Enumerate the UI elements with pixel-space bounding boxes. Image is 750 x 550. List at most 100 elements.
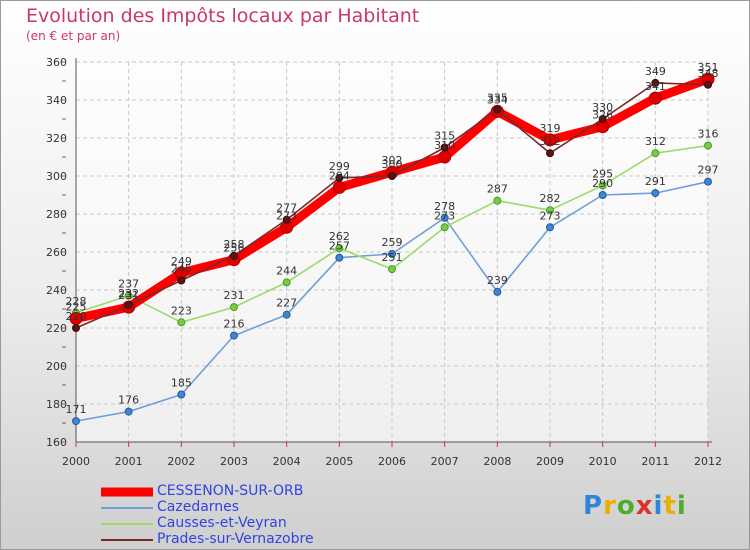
data-label: 251 bbox=[382, 251, 403, 264]
data-point bbox=[388, 249, 396, 258]
data-point bbox=[335, 173, 344, 182]
data-label: 299 bbox=[329, 160, 350, 173]
data-label: 312 bbox=[540, 135, 561, 148]
chart-subtitle: (en € et par an) bbox=[26, 29, 121, 43]
data-point bbox=[388, 265, 396, 274]
data-label: 258 bbox=[224, 238, 245, 251]
y-tick-label: 340 bbox=[46, 94, 67, 107]
data-point bbox=[651, 78, 660, 87]
data-label: 273 bbox=[434, 209, 455, 222]
y-tick-label: 220 bbox=[46, 322, 67, 335]
data-point bbox=[440, 143, 449, 152]
data-label: 185 bbox=[171, 377, 192, 390]
chart-title: Evolution des Impôts locaux par Habitant bbox=[26, 5, 420, 27]
x-tick-label: 2007 bbox=[431, 455, 459, 468]
x-tick-label: 2004 bbox=[273, 455, 301, 468]
data-point bbox=[177, 318, 186, 327]
legend-swatch bbox=[101, 507, 153, 509]
data-label: 348 bbox=[698, 67, 719, 80]
data-label: 220 bbox=[66, 310, 87, 323]
data-label: 351 bbox=[698, 61, 719, 74]
data-point bbox=[124, 291, 133, 300]
x-tick-label: 2005 bbox=[325, 455, 353, 468]
legend-swatch bbox=[101, 523, 153, 525]
data-point bbox=[72, 324, 80, 332]
data-label: 232 bbox=[118, 287, 139, 300]
legend-label: Cazedarnes bbox=[157, 499, 240, 515]
data-label: 294 bbox=[329, 169, 350, 182]
y-tick-label: 180 bbox=[46, 398, 67, 411]
data-point bbox=[124, 301, 133, 310]
data-label: 231 bbox=[118, 289, 139, 302]
data-label: 273 bbox=[276, 209, 297, 222]
data-point bbox=[438, 150, 452, 164]
data-point bbox=[493, 196, 502, 205]
data-label: 334 bbox=[487, 93, 508, 106]
x-tick-label: 2012 bbox=[694, 455, 722, 468]
data-point bbox=[230, 251, 238, 260]
data-point bbox=[543, 133, 557, 147]
data-label: 330 bbox=[592, 101, 613, 114]
data-label: 278 bbox=[434, 200, 455, 213]
data-label: 216 bbox=[224, 318, 245, 331]
data-label: 256 bbox=[224, 242, 245, 255]
x-tick-label: 2001 bbox=[115, 455, 143, 468]
data-label: 277 bbox=[276, 202, 297, 215]
data-point bbox=[440, 213, 449, 222]
y-tick-label: 360 bbox=[46, 56, 67, 69]
y-tick-label: 320 bbox=[46, 132, 67, 145]
y-tick-label: 280 bbox=[46, 208, 67, 221]
x-tick-label: 2000 bbox=[62, 455, 90, 468]
data-label: 171 bbox=[66, 403, 87, 416]
data-label: 225 bbox=[66, 301, 87, 314]
x-tick-label: 2002 bbox=[167, 455, 195, 468]
data-label: 326 bbox=[592, 109, 613, 122]
data-label: 319 bbox=[540, 122, 561, 135]
data-label: 300 bbox=[382, 158, 403, 171]
y-tick-label: 240 bbox=[46, 284, 67, 297]
x-tick-label: 2006 bbox=[378, 455, 406, 468]
data-point bbox=[335, 253, 344, 262]
data-point bbox=[546, 223, 554, 232]
data-label: 244 bbox=[276, 264, 297, 277]
data-point bbox=[332, 180, 346, 194]
data-point bbox=[282, 310, 291, 319]
x-tick-label: 2003 bbox=[220, 455, 248, 468]
data-label: 231 bbox=[224, 289, 245, 302]
data-label: 291 bbox=[645, 175, 666, 188]
y-tick-label: 260 bbox=[46, 246, 67, 259]
data-label: 282 bbox=[540, 192, 561, 205]
data-label: 312 bbox=[645, 135, 666, 148]
data-point bbox=[124, 407, 133, 416]
data-label: 341 bbox=[645, 80, 666, 93]
x-tick-label: 2009 bbox=[536, 455, 564, 468]
data-label: 290 bbox=[592, 177, 613, 190]
legend-label: CESSENON-SUR-ORB bbox=[157, 483, 304, 499]
y-tick-label: 200 bbox=[46, 360, 67, 373]
proxiti-logo: Proxiti bbox=[583, 491, 687, 521]
data-label: 297 bbox=[698, 164, 719, 177]
data-point bbox=[282, 215, 291, 224]
data-point bbox=[546, 149, 554, 158]
data-label: 227 bbox=[276, 297, 297, 310]
data-point bbox=[230, 331, 238, 340]
data-label: 245 bbox=[171, 263, 192, 276]
data-point bbox=[177, 276, 186, 285]
data-point bbox=[493, 105, 502, 114]
data-point bbox=[598, 181, 607, 190]
data-point bbox=[230, 303, 238, 312]
data-point bbox=[598, 115, 607, 123]
data-point bbox=[388, 172, 396, 180]
data-point bbox=[651, 149, 660, 158]
x-tick-label: 2011 bbox=[641, 455, 669, 468]
data-label: 295 bbox=[592, 168, 613, 181]
data-label: 262 bbox=[329, 230, 350, 243]
legend-swatch bbox=[101, 487, 153, 497]
data-point bbox=[651, 189, 660, 198]
data-point bbox=[648, 91, 662, 105]
data-label: 176 bbox=[118, 394, 139, 407]
data-label: 316 bbox=[698, 128, 719, 141]
data-label: 335 bbox=[487, 92, 508, 105]
